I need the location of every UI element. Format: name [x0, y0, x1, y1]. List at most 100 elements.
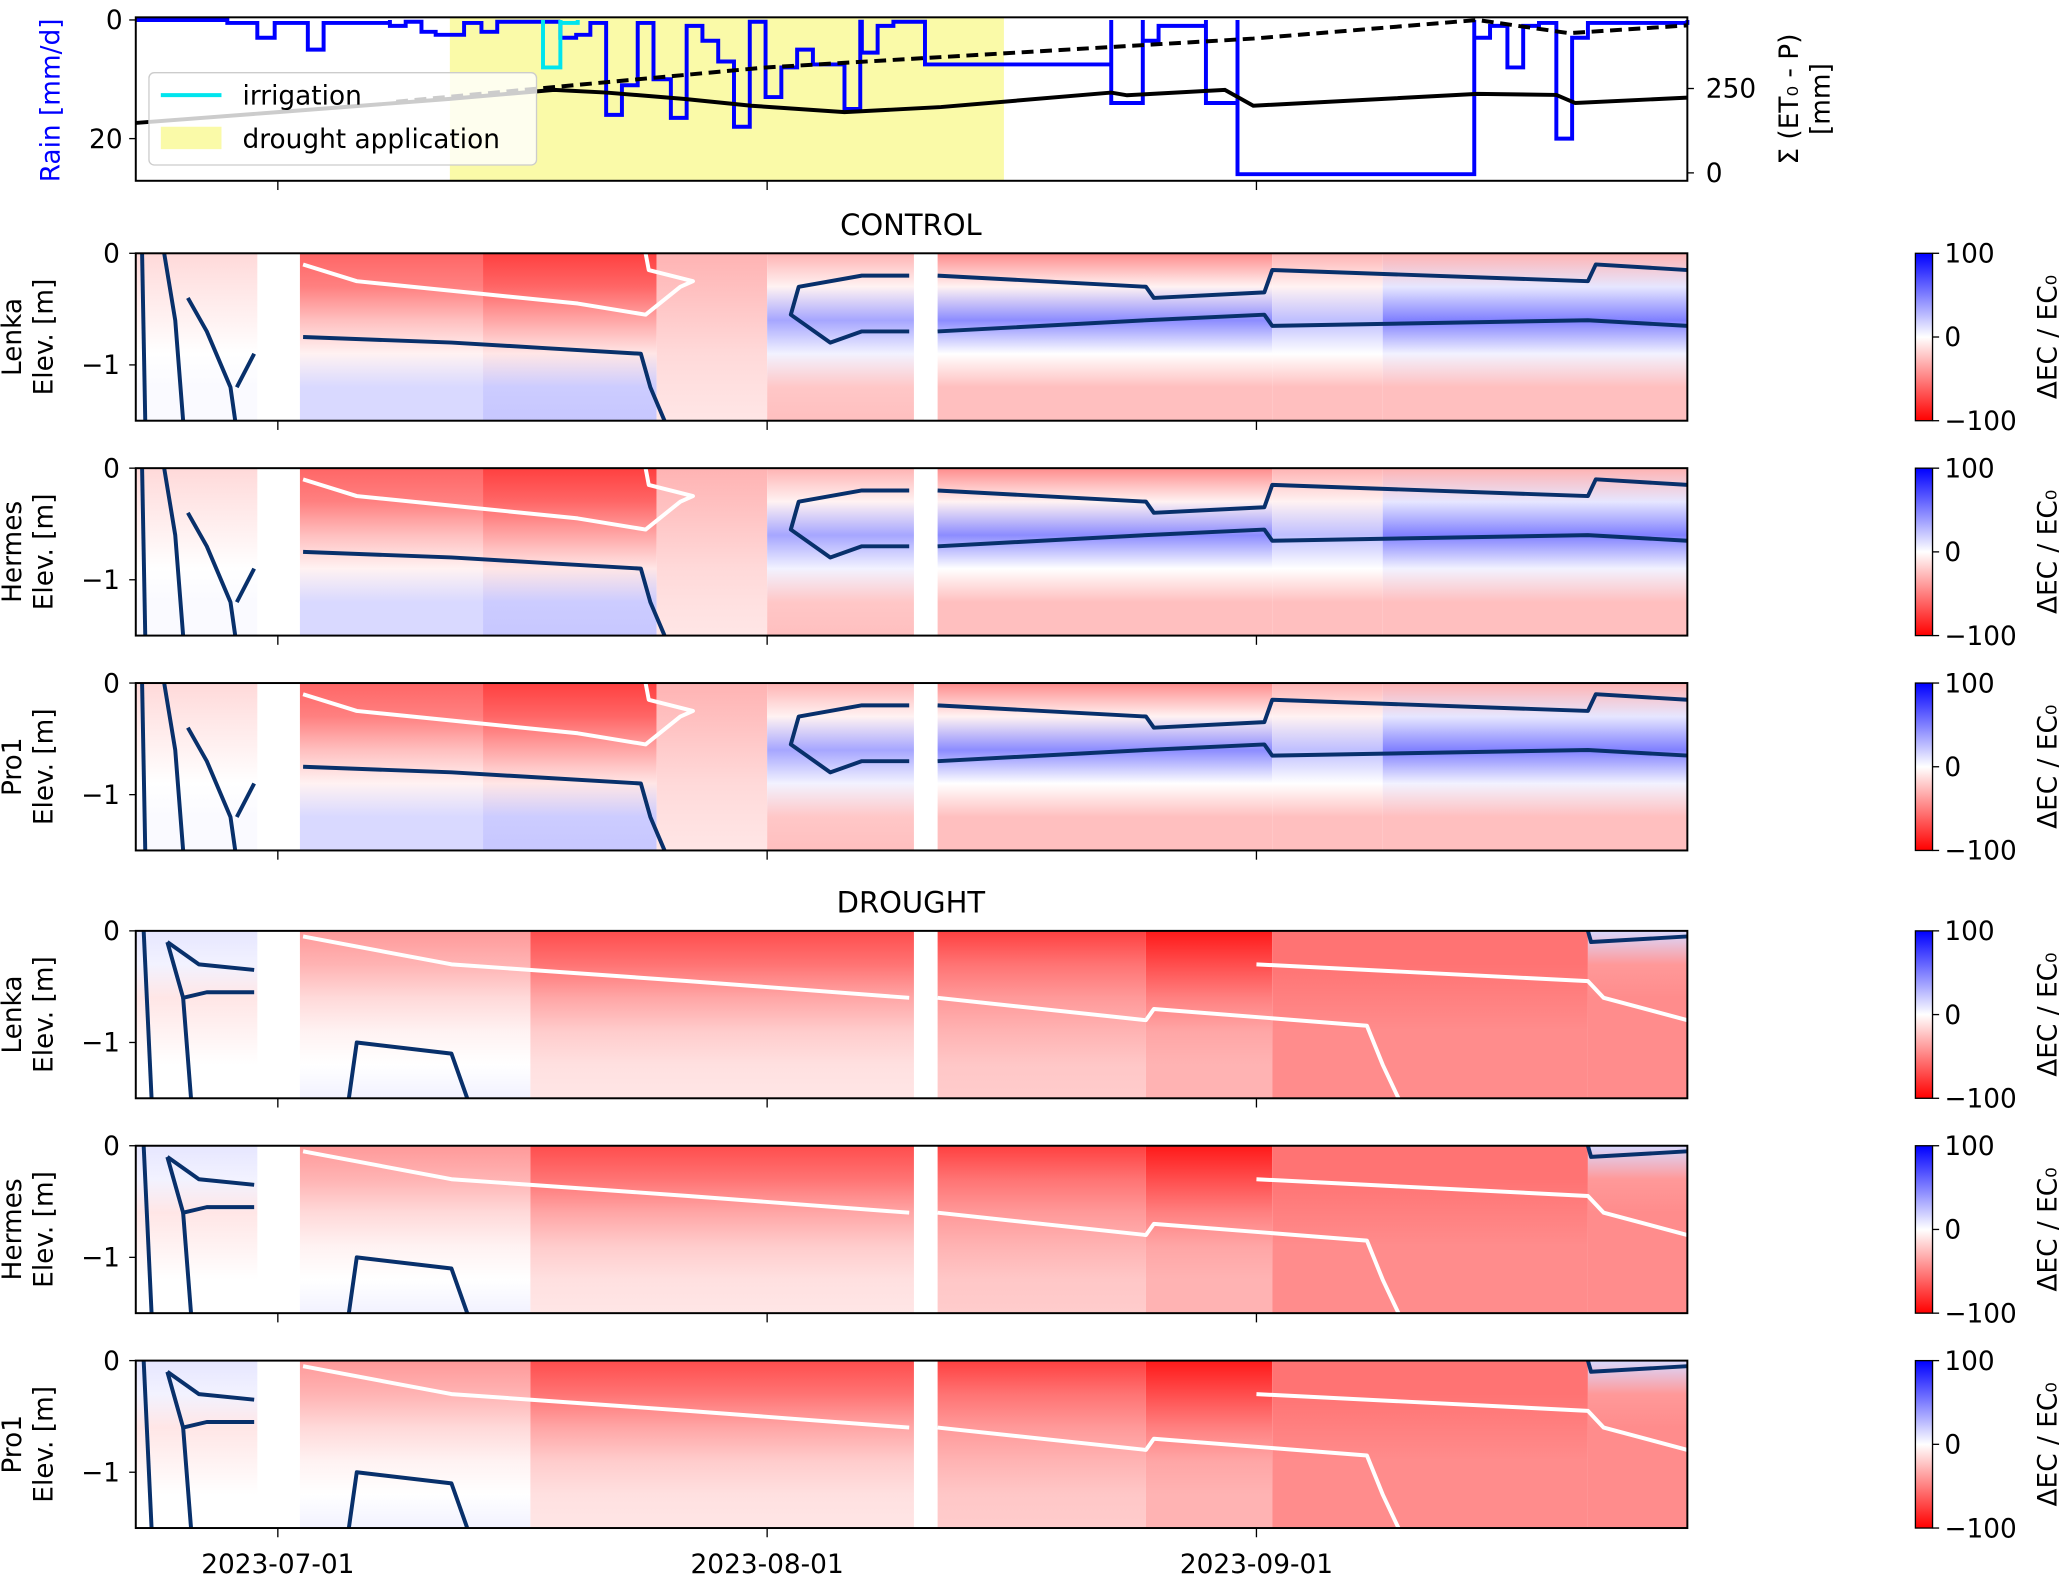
contour-navy: [303, 335, 667, 422]
contour-navy: [166, 940, 255, 972]
heatmap-segment: [530, 1145, 914, 1314]
elev-axis-label: Elev. [m]: [30, 708, 60, 825]
heatmap-axes-frame: [134, 682, 1689, 852]
contour-white: [937, 1210, 1401, 1315]
heatmap-segment: [656, 683, 768, 851]
heatmap-control-pro1: 0 −1 Pro1 Elev. [m] 100 0 −100 ΔEC / EC₀: [0, 669, 2063, 866]
contour-navy: [1586, 1360, 1688, 1374]
heatmap-axes-frame: [134, 467, 1689, 637]
colorbar-tick-label: −100: [1944, 837, 2016, 867]
colorbar-tick-label: −100: [1944, 1514, 2016, 1544]
irrigation-series-line: [541, 19, 563, 70]
cumulative-ytick-label: 0: [1706, 159, 1723, 189]
contour-navy: [141, 1360, 154, 1529]
contour-navy: [937, 692, 1688, 730]
colorbar-tick-label: 100: [1944, 1132, 1994, 1162]
colorbar-scale: [1914, 467, 1934, 637]
contour-white: [302, 252, 695, 317]
elev-ytick-label: 0: [103, 917, 120, 947]
contour-navy: [140, 253, 148, 421]
rain-axis-label: Rain [mm/d]: [36, 18, 66, 182]
legend-box: [148, 72, 538, 166]
heatmap-segment: [135, 930, 258, 1099]
contour-navy: [162, 467, 186, 636]
elev-axis-label: Elev. [m]: [30, 1171, 60, 1288]
elev-axis-label: Elev. [m]: [30, 279, 60, 396]
elev-ytick-label: −1: [81, 351, 120, 381]
contour-white: [302, 934, 910, 1000]
heatmap-segment: [937, 468, 1273, 636]
elev-ytick-label: 0: [103, 1132, 120, 1162]
colorbar: 100 0 −100 ΔEC / EC₀: [1914, 917, 2063, 1115]
colorbar: 100 0 −100 ΔEC / EC₀: [1914, 240, 2063, 437]
contour-white: [302, 1149, 910, 1215]
colorbar-tick-label: 100: [1944, 917, 1994, 947]
heatmap-segment: [656, 468, 768, 636]
contour-white: [1256, 962, 1688, 1023]
elev-axis-label: Elev. [m]: [30, 1386, 60, 1503]
legend-drought-label: drought application: [243, 125, 500, 155]
panel-name-label: Hermes: [0, 501, 28, 603]
colorbar-tick-label: 100: [1944, 1347, 1994, 1377]
panel-name-label: Pro1: [0, 1415, 28, 1474]
colorbar-scale: [1914, 252, 1934, 422]
contour-navy: [1586, 1145, 1688, 1159]
heatmap-segment: [483, 253, 657, 421]
contour-navy: [165, 1371, 255, 1430]
heatmap-segment: [937, 1360, 1146, 1529]
elev-ytick-label: −1: [81, 1029, 120, 1059]
colorbar-label: ΔEC / EC₀: [2033, 275, 2063, 399]
contour-navy: [186, 296, 238, 421]
colorbar-tick-label: 0: [1944, 753, 1961, 783]
colorbar-tick-label: −100: [1944, 1085, 2016, 1115]
heatmap-segment: [483, 468, 657, 636]
panel-name-label: Lenka: [0, 976, 28, 1054]
cumulative-ytick-label: 250: [1706, 75, 1756, 105]
contour-navy: [235, 567, 256, 604]
contour-navy: [181, 997, 193, 1099]
colorbar-tick-label: 0: [1944, 1431, 1961, 1461]
colorbar-tick-label: 0: [1944, 323, 1961, 353]
colorbar-scale: [1914, 1359, 1934, 1529]
heatmap-segment: [135, 1360, 258, 1529]
colorbar-tick-label: 0: [1944, 1216, 1961, 1246]
colorbar-tick-label: −100: [1944, 622, 2016, 652]
heatmap-segment: [1272, 683, 1383, 851]
heatmap-segment: [937, 1145, 1146, 1314]
elev-ytick-label: −1: [81, 1244, 120, 1274]
colorbar-label: ΔEC / EC₀: [2033, 1382, 2063, 1506]
contour-navy: [165, 1156, 255, 1215]
panel-name-label: Pro1: [0, 737, 28, 796]
heatmap-segment: [656, 253, 768, 421]
legend-irrigation-label: irrigation: [243, 81, 362, 111]
colorbar-tick-label: −100: [1944, 1299, 2016, 1329]
contour-navy: [186, 511, 238, 636]
colorbar: 100 0 −100 ΔEC / EC₀: [1914, 1347, 2063, 1544]
contour-navy: [937, 312, 1688, 334]
group-title: CONTROL: [840, 208, 982, 242]
heatmap-drought-hermes: 0 −1 Hermes Elev. [m] 100 0 −100 ΔEC / EC₀: [0, 1132, 2063, 1329]
contour-navy: [937, 477, 1688, 515]
colorbar-label: ΔEC / EC₀: [2033, 952, 2063, 1076]
contour-navy: [788, 488, 910, 560]
contour-navy: [937, 742, 1688, 764]
contour-navy: [181, 1212, 193, 1314]
elev-axis-label: Elev. [m]: [30, 493, 60, 610]
heatmap-drought-lenka: 0 −1 Lenka Elev. [m] 100 0 −100 ΔEC / EC₀: [0, 917, 2063, 1114]
elev-ytick-label: −1: [81, 1458, 120, 1488]
contour-navy: [140, 468, 148, 636]
contour-navy: [141, 930, 154, 1099]
heatmap-segment: [937, 930, 1146, 1099]
elev-ytick-label: −1: [81, 781, 120, 811]
colorbar-label: ΔEC / EC₀: [2033, 1167, 2063, 1291]
heatmap-control-lenka: 0 −1 Lenka Elev. [m] 100 0 −100 ΔEC / EC₀: [0, 240, 2063, 437]
colorbar-tick-label: 100: [1944, 669, 1994, 699]
heatmap-segment: [135, 1145, 258, 1314]
colorbar: 100 0 −100 ΔEC / EC₀: [1914, 454, 2063, 652]
contour-white: [302, 682, 695, 747]
contour-navy: [788, 273, 910, 345]
heatmap-segment: [135, 683, 258, 851]
contour-white: [937, 995, 1401, 1100]
contour-navy: [1586, 930, 1688, 945]
